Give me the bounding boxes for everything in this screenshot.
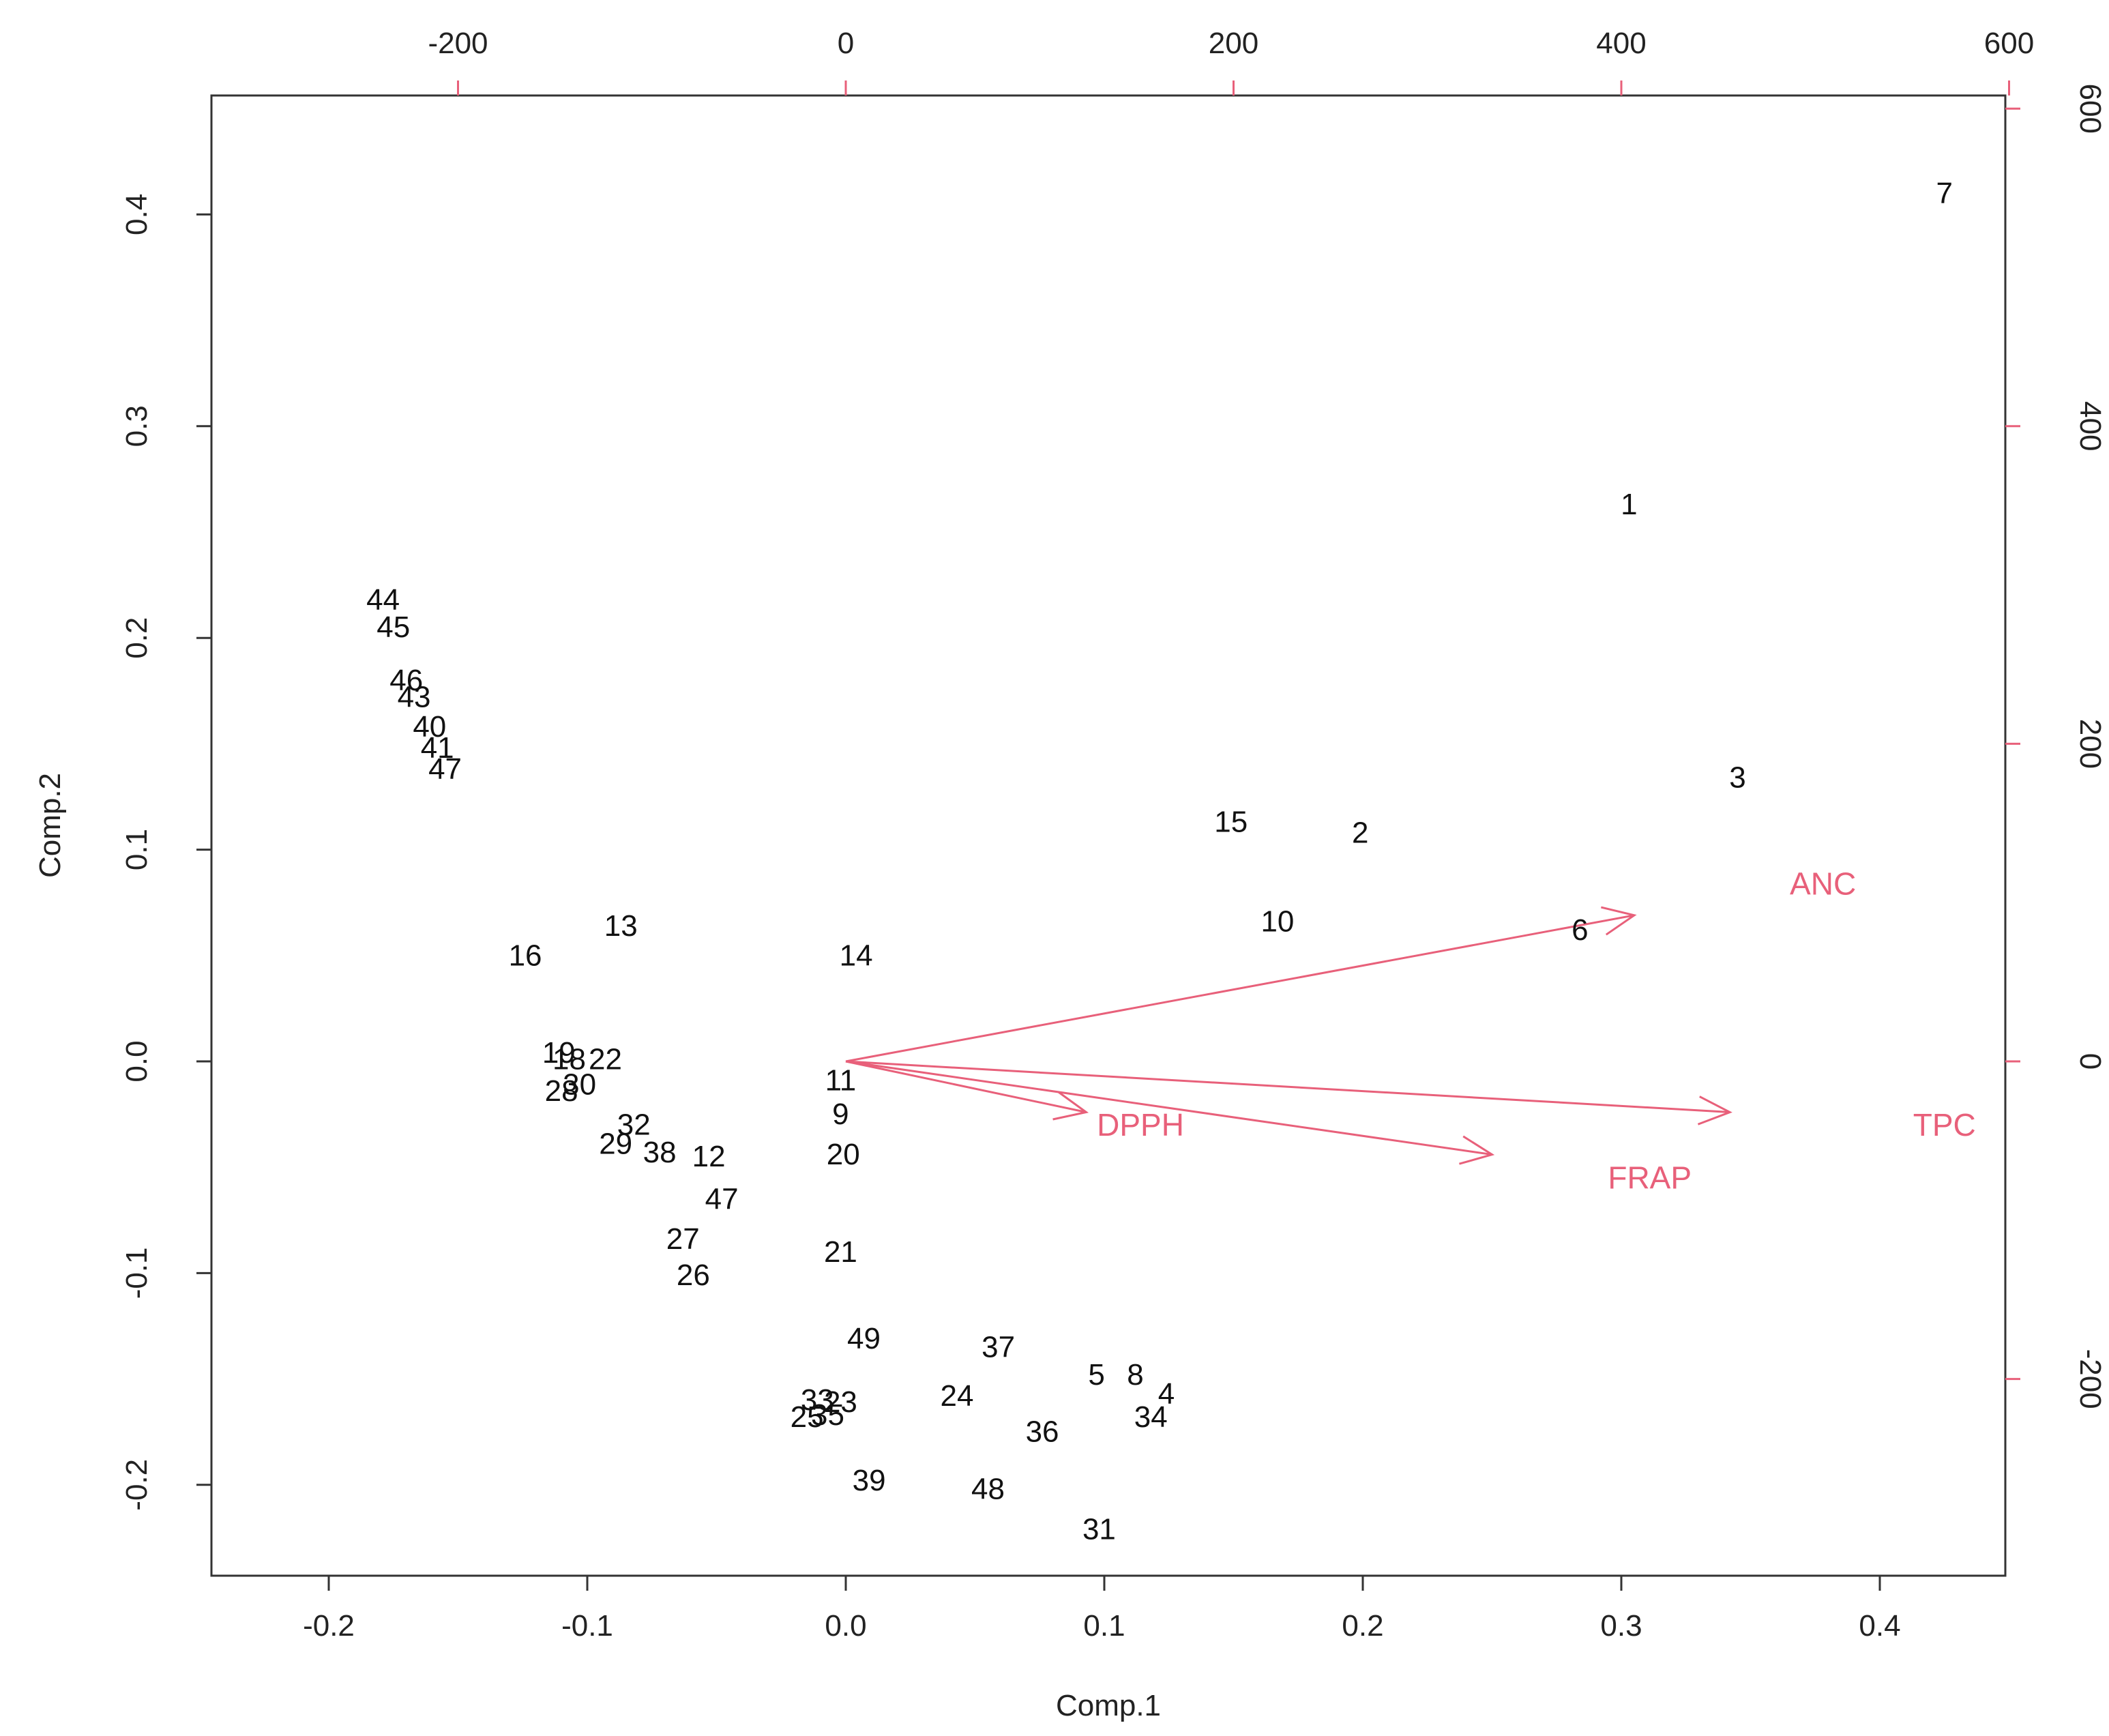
left-tick-label: 0.1 xyxy=(120,829,153,870)
top-axis: -200 0 200 400 600 xyxy=(428,27,2034,95)
observation-label: 34 xyxy=(1134,1400,1168,1434)
observation-label: 14 xyxy=(840,939,873,972)
observation-label: 6 xyxy=(1572,913,1588,947)
bottom-tick-label: -0.1 xyxy=(561,1609,613,1643)
observation-label: 12 xyxy=(692,1140,726,1173)
observation-label: 40 xyxy=(413,710,446,744)
observation-label: 28 xyxy=(545,1074,578,1108)
observation-label: 1 xyxy=(1621,488,1637,521)
left-tick-label: -0.2 xyxy=(120,1459,153,1511)
observation-label: 21 xyxy=(824,1235,857,1269)
observation-label: 29 xyxy=(599,1128,632,1161)
bottom-axis: -0.2 -0.1 0.0 0.1 0.2 0.3 0.4 xyxy=(303,1574,1901,1643)
observation-label: 47 xyxy=(428,752,462,786)
observation-label: 2 xyxy=(1352,816,1368,849)
loading-arrow-tpc xyxy=(845,1060,1730,1113)
observation-label: 5 xyxy=(1088,1358,1104,1392)
bottom-tick-label: 0.4 xyxy=(1859,1609,1900,1643)
observation-label: 36 xyxy=(1026,1415,1059,1449)
left-tick-label: 0.3 xyxy=(120,405,153,447)
observation-label: 10 xyxy=(1260,905,1294,939)
bottom-tick-label: 0.3 xyxy=(1600,1609,1642,1643)
loading-label-anc: ANC xyxy=(1790,866,1856,901)
observation-label: 4 xyxy=(1158,1377,1175,1411)
observation-label: 39 xyxy=(853,1464,886,1497)
right-tick-label: 600 xyxy=(2074,83,2107,133)
loading-arrow-frap xyxy=(845,1060,1492,1156)
top-tick-label: 600 xyxy=(1984,27,2034,60)
observation-label: 43 xyxy=(398,681,431,714)
top-tick-label: 400 xyxy=(1596,27,1646,60)
observation-label: 30 xyxy=(563,1068,596,1102)
plot-frame xyxy=(210,94,2007,1577)
observation-label: 16 xyxy=(509,939,542,972)
right-tick-label: 400 xyxy=(2074,401,2107,451)
observation-label: 25 xyxy=(791,1400,824,1434)
left-tick-label: -0.1 xyxy=(120,1247,153,1299)
observation-label: 18 xyxy=(552,1042,586,1076)
bottom-tick-label: -0.2 xyxy=(303,1609,355,1643)
y-axis-title: Comp.2 xyxy=(33,773,67,878)
loading-label-frap: FRAP xyxy=(1608,1160,1692,1196)
right-axis: -200 0 200 400 600 xyxy=(2005,83,2107,1409)
loading-arrow-anc xyxy=(845,914,1635,1063)
observation-label: 3 xyxy=(1729,761,1745,795)
observation-label: 15 xyxy=(1214,806,1248,839)
observation-label: 24 xyxy=(940,1379,973,1413)
observation-label: 45 xyxy=(377,610,410,644)
observation-label: 7 xyxy=(1936,177,1953,210)
loading-arrowhead-dpph xyxy=(1052,1091,1089,1121)
observation-label: 49 xyxy=(847,1322,881,1355)
loading-arrow-dpph xyxy=(845,1060,1087,1113)
left-tick-label: 0.4 xyxy=(120,194,153,235)
observation-label: 33 xyxy=(801,1383,834,1417)
observation-label: 22 xyxy=(589,1042,622,1076)
loading-arrowhead-frap xyxy=(1458,1135,1495,1165)
observation-label: 38 xyxy=(643,1136,677,1169)
bottom-tick-label: 0.0 xyxy=(825,1609,866,1643)
loading-arrowhead-tpc xyxy=(1697,1095,1732,1126)
observation-label: 27 xyxy=(666,1222,700,1256)
loading-arrows: ANC TPC FRAP DPPH xyxy=(845,866,1976,1196)
x-axis-title: Comp.1 xyxy=(1056,1689,1161,1722)
top-tick-label: 200 xyxy=(1209,27,1258,60)
observation-label: 35 xyxy=(811,1398,844,1432)
observation-label: 11 xyxy=(825,1063,857,1097)
observation-label: 47 xyxy=(705,1182,739,1216)
left-axis: -0.2 -0.1 0.0 0.1 0.2 0.3 0.4 xyxy=(120,194,213,1511)
observation-label: 46 xyxy=(389,664,423,697)
observation-label: 41 xyxy=(421,731,454,765)
observation-label: 8 xyxy=(1127,1358,1143,1392)
observation-label: 44 xyxy=(366,583,400,617)
loading-label-tpc: TPC xyxy=(1913,1107,1976,1143)
observation-label: 31 xyxy=(1082,1512,1116,1546)
observation-label: 37 xyxy=(982,1331,1015,1364)
observation-label: 9 xyxy=(832,1098,849,1131)
left-tick-label: 0.2 xyxy=(120,617,153,659)
observation-label: 19 xyxy=(542,1036,576,1070)
right-tick-label: 200 xyxy=(2074,719,2107,769)
bottom-tick-label: 0.1 xyxy=(1083,1609,1125,1643)
top-tick-label: 0 xyxy=(838,27,854,60)
loading-label-dpph: DPPH xyxy=(1097,1107,1184,1143)
observation-label: 48 xyxy=(971,1473,1005,1506)
right-tick-label: 0 xyxy=(2074,1053,2107,1070)
observation-label: 26 xyxy=(677,1259,710,1292)
bottom-tick-label: 0.2 xyxy=(1342,1609,1383,1643)
left-tick-label: 0.0 xyxy=(120,1040,153,1082)
observation-label: 23 xyxy=(824,1385,857,1419)
right-tick-label: -200 xyxy=(2074,1349,2107,1409)
loading-arrowhead-anc xyxy=(1600,906,1637,936)
observation-label: 20 xyxy=(827,1138,860,1171)
top-tick-label: -200 xyxy=(428,27,488,60)
observation-label: 32 xyxy=(617,1108,651,1142)
observation-label: 13 xyxy=(604,909,638,943)
